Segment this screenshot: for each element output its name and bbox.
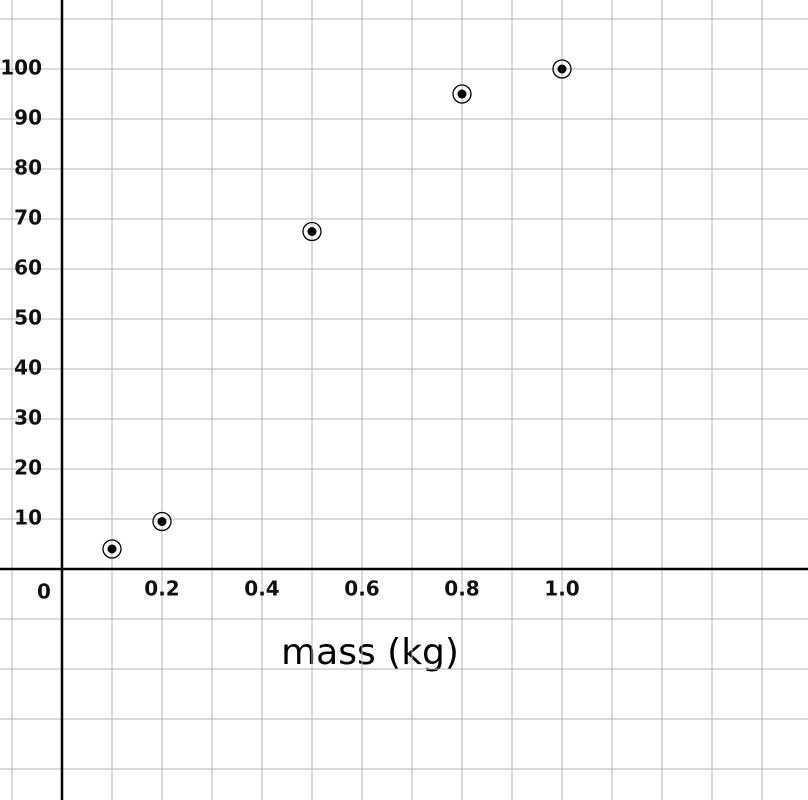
point-ring — [552, 59, 572, 79]
y-tick-label: 40 — [14, 356, 42, 380]
point — [307, 227, 317, 236]
y-tick-label: 80 — [14, 156, 42, 180]
x-tick-label: 0.4 — [244, 577, 279, 601]
point — [557, 64, 567, 74]
y-tick-label: 0 — [37, 580, 51, 604]
y-tick-label: 60 — [14, 256, 42, 280]
x-tick-label: 0.8 — [444, 577, 479, 601]
y-tick-label: 20 — [14, 456, 42, 480]
point — [107, 544, 117, 554]
y-tick-label: 10 — [14, 506, 42, 530]
y-tick-label: 100 — [0, 56, 42, 80]
x-axis-label: mass (kg) — [281, 632, 459, 673]
point-ring — [102, 539, 122, 559]
y-tick-label: 50 — [14, 306, 42, 330]
point — [157, 517, 167, 526]
x-tick-label: 0.2 — [144, 577, 179, 601]
point-ring — [152, 511, 172, 532]
x-tick-label: 1.0 — [544, 577, 579, 601]
y-tick-label: 90 — [14, 106, 42, 130]
point-ring — [302, 221, 322, 242]
point — [457, 89, 467, 99]
x-tick-label: 0.6 — [344, 577, 379, 601]
point-ring — [452, 84, 472, 104]
y-tick-label: 30 — [14, 406, 42, 430]
y-tick-label: 70 — [14, 206, 42, 230]
